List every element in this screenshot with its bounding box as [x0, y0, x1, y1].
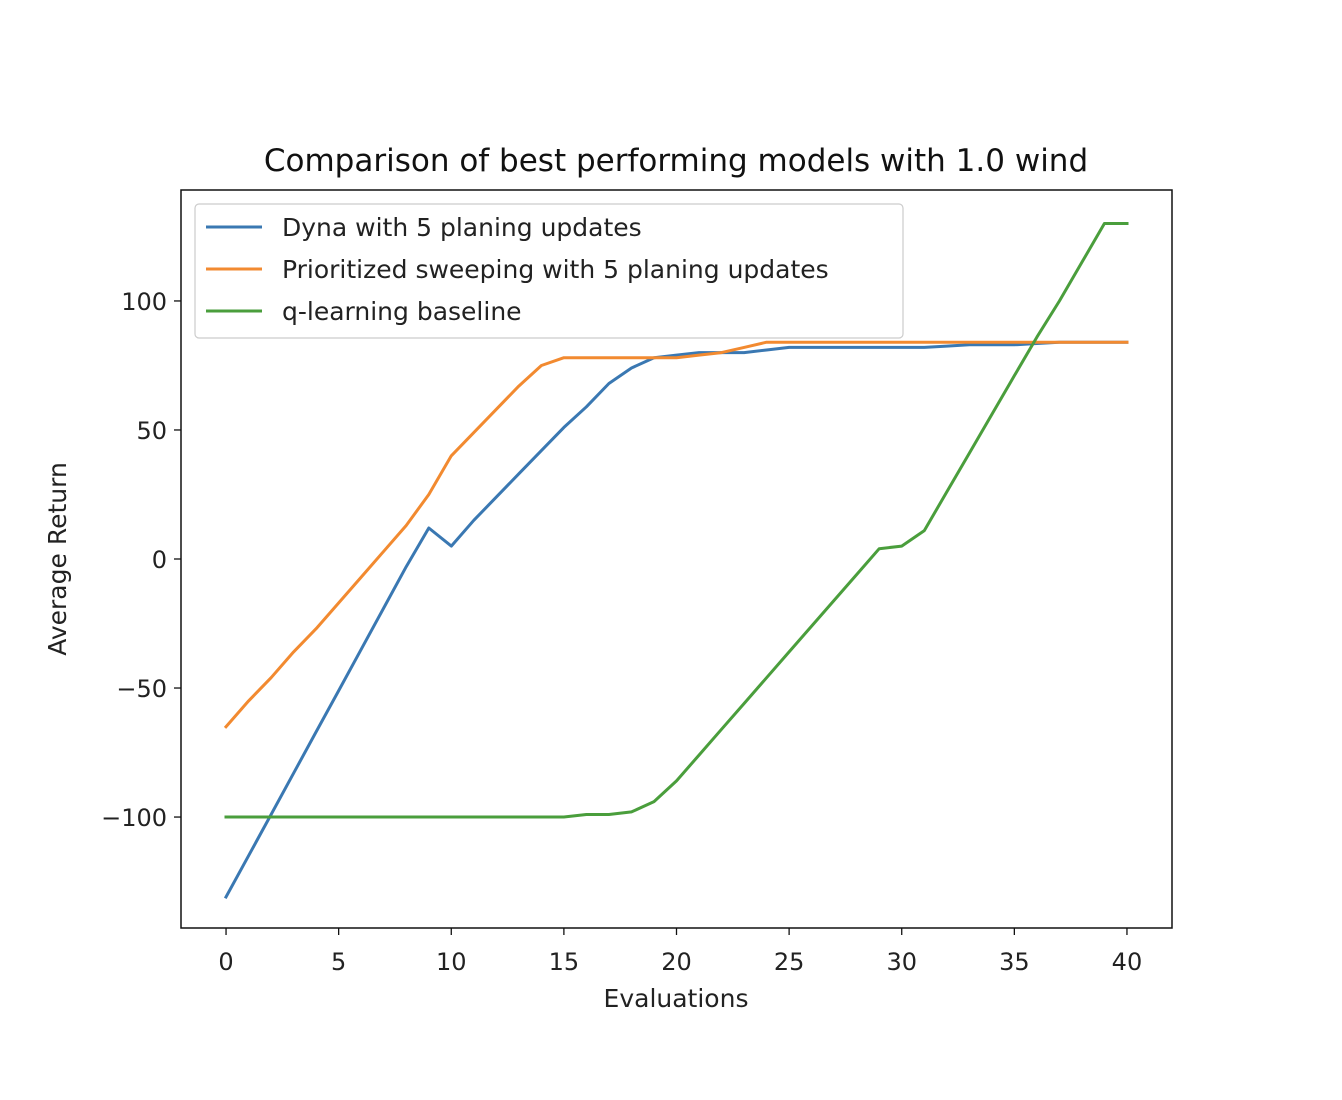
x-tick-label: 0 [218, 948, 233, 976]
legend: Dyna with 5 planing updates Prioritized s… [194, 203, 904, 339]
series-lines [223, 222, 1129, 900]
x-tick-label: 5 [331, 948, 346, 976]
y-axis-ticks: −100 −50 0 50 100 [101, 288, 181, 832]
y-tick-label: 50 [136, 417, 167, 445]
x-tick-label: 30 [886, 948, 917, 976]
x-tick-label: 35 [999, 948, 1030, 976]
x-axis-title: Evaluations [604, 984, 749, 1013]
y-tick-label: −50 [116, 675, 167, 703]
y-tick-label: 0 [152, 546, 167, 574]
legend-label-2: Prioritized sweeping with 5 planing upda… [282, 255, 829, 284]
series-line-2 [223, 340, 1129, 729]
legend-label-1: Dyna with 5 planing updates [282, 213, 642, 242]
legend-box [194, 203, 904, 339]
x-tick-label: 10 [436, 948, 467, 976]
x-tick-label: 25 [774, 948, 805, 976]
legend-label-3: q-learning baseline [282, 297, 522, 326]
x-axis-ticks: 0 5 10 15 20 25 30 35 40 [218, 928, 1142, 976]
x-tick-label: 20 [661, 948, 692, 976]
x-tick-label: 40 [1112, 948, 1143, 976]
chart-title: Comparison of best performing models wit… [264, 143, 1088, 179]
y-tick-label: −100 [101, 804, 167, 832]
x-tick-label: 15 [549, 948, 580, 976]
series-line-3 [224, 222, 1129, 819]
y-axis-title: Average Return [43, 462, 72, 656]
series-line-1 [223, 340, 1129, 900]
y-tick-label: 100 [121, 288, 167, 316]
